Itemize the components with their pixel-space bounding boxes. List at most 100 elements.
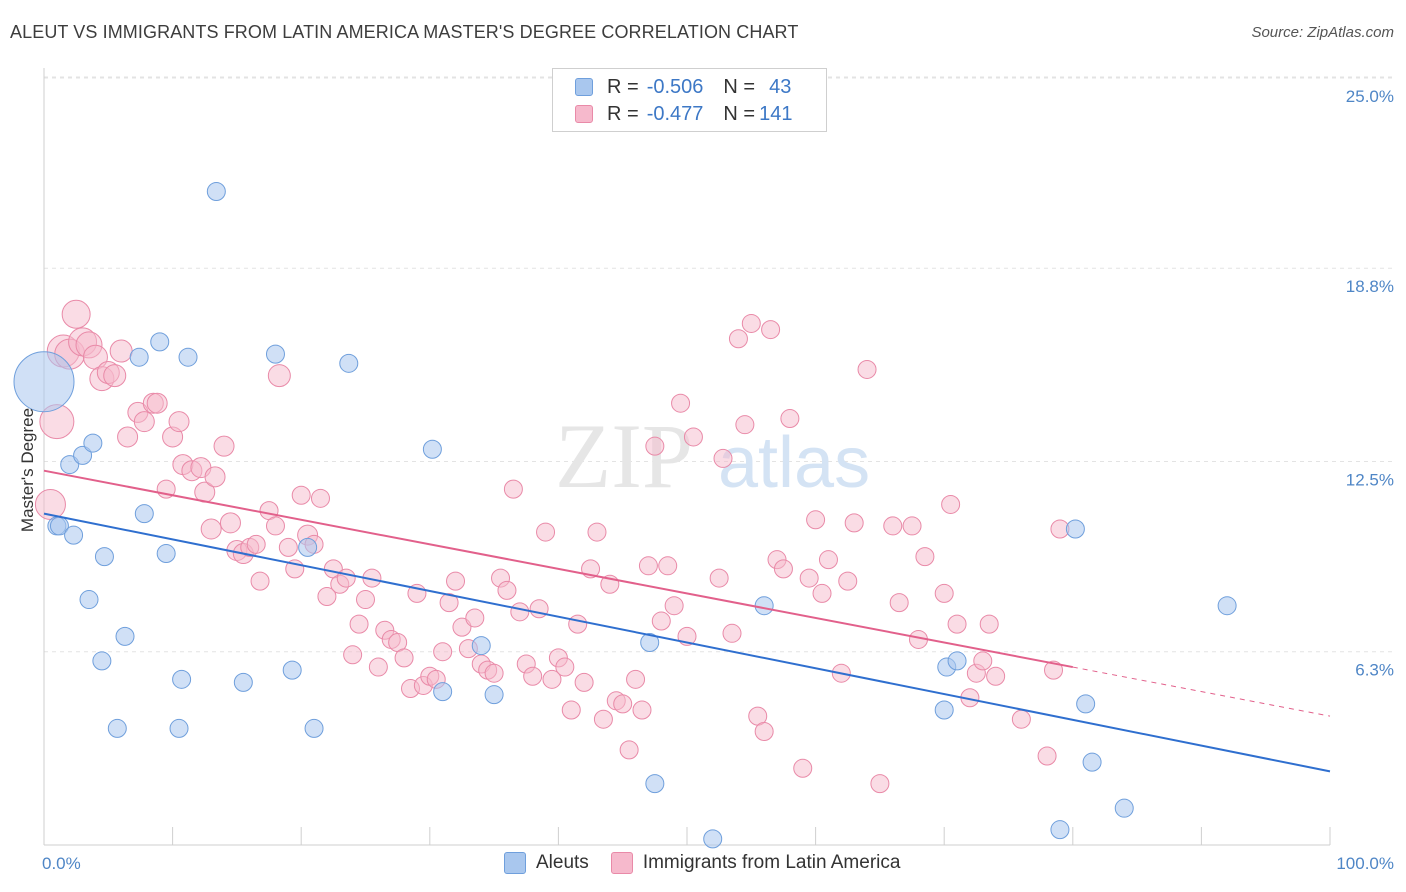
- aleut-point: [60, 455, 80, 475]
- legend-n-value: 43: [769, 75, 792, 98]
- latin-point: [818, 550, 838, 570]
- aleut-point: [339, 353, 359, 373]
- aleut-point: [83, 433, 103, 453]
- aleut-point: [304, 718, 324, 738]
- latin-point: [510, 602, 530, 622]
- latin-point: [728, 329, 748, 349]
- aleut-point: [94, 547, 114, 567]
- latin-point: [267, 364, 291, 388]
- latin-point: [979, 614, 999, 634]
- bottom-legend-label-aleut: Aleuts: [536, 852, 589, 873]
- latin-point: [754, 721, 774, 741]
- aleut-point: [754, 596, 774, 616]
- latin-point: [713, 448, 733, 468]
- aleut-point: [1082, 752, 1102, 772]
- aleut-point: [115, 626, 135, 646]
- y-axis-label: Master's Degree: [18, 408, 37, 532]
- latin-point: [465, 608, 485, 628]
- latin-point: [574, 672, 594, 692]
- latin-point: [986, 666, 1006, 686]
- latin-point: [947, 614, 967, 634]
- aleut-point: [92, 651, 112, 671]
- aleut-point: [129, 347, 149, 367]
- legend: R = -0.506 N = 43 R = -0.477 N = 141: [552, 68, 827, 132]
- latin-point: [503, 479, 523, 499]
- latin-point: [613, 694, 633, 714]
- bottom-legend-swatch-aleut: [504, 852, 526, 874]
- latin-point: [645, 436, 665, 456]
- aleut-point: [282, 660, 302, 680]
- aleut-point: [13, 351, 75, 413]
- latin-point: [780, 409, 800, 429]
- watermark-zip: ZIP: [555, 405, 693, 507]
- series-aleut-points: [13, 182, 1237, 849]
- aleut-point: [471, 636, 491, 656]
- latin-point: [587, 522, 607, 542]
- latin-trend-line: [43, 469, 1073, 669]
- aleut-point: [156, 544, 176, 564]
- latin-point: [619, 740, 639, 760]
- aleut-point: [934, 700, 954, 720]
- latin-point: [204, 466, 226, 488]
- y-tick-labels: 6.3% 12.5% 18.8% 25.0%: [1346, 87, 1394, 680]
- aleut-point: [169, 718, 189, 738]
- bottom-legend-aleut[interactable]: Aleuts: [504, 852, 589, 874]
- latin-point: [568, 614, 588, 634]
- latin-point: [109, 339, 133, 363]
- chart-title: ALEUT VS IMMIGRANTS FROM LATIN AMERICA M…: [10, 22, 799, 42]
- latin-point: [146, 392, 168, 414]
- latin-point: [246, 534, 266, 554]
- latin-point: [671, 393, 691, 413]
- latin-point: [394, 648, 414, 668]
- latin-point: [638, 556, 658, 576]
- aleut-point: [73, 445, 93, 465]
- latin-point: [497, 580, 517, 600]
- latin-point: [651, 611, 671, 631]
- watermark: ZIP atlas: [555, 405, 870, 507]
- series-latin-points: [34, 299, 1070, 794]
- aleut-point: [422, 439, 442, 459]
- latin-point: [133, 411, 155, 433]
- latin-point: [1011, 709, 1031, 729]
- latin-point: [117, 426, 139, 448]
- latin-point: [103, 364, 127, 388]
- axes: [43, 68, 1331, 846]
- y-tick-label-2: 18.8%: [1346, 277, 1394, 296]
- latin-point: [1044, 660, 1064, 680]
- legend-n-label: N =: [723, 102, 756, 125]
- aleut-point: [79, 590, 99, 610]
- latin-point: [200, 518, 222, 540]
- latin-point: [561, 700, 581, 720]
- latin-point: [735, 415, 755, 435]
- legend-row-latin: R = -0.477 N = 141: [575, 101, 792, 127]
- latin-point: [336, 568, 356, 588]
- latin-point: [934, 583, 954, 603]
- legend-row-aleut: R = -0.506 N = 43: [575, 74, 791, 100]
- aleut-point: [265, 344, 285, 364]
- legend-swatch-aleut: [575, 78, 593, 96]
- latin-point: [446, 571, 466, 591]
- x-tick-label-0: 0.0%: [42, 854, 81, 873]
- latin-point: [741, 313, 761, 333]
- aleut-point: [206, 182, 226, 202]
- latin-point: [219, 512, 241, 534]
- aleut-point: [134, 504, 154, 524]
- aleut-point: [107, 718, 127, 738]
- aleut-point: [703, 829, 723, 849]
- trend-lines: [43, 469, 1331, 773]
- bottom-legend-latin[interactable]: Immigrants from Latin America: [610, 852, 900, 874]
- aleut-point: [433, 682, 453, 702]
- aleut-point: [64, 525, 84, 545]
- latin-point: [542, 669, 562, 689]
- latin-point: [889, 593, 909, 613]
- legend-r-value: -0.477: [646, 102, 704, 125]
- latin-point: [793, 758, 813, 778]
- latin-point: [941, 494, 961, 514]
- latin-point: [593, 709, 613, 729]
- latin-point: [168, 411, 190, 433]
- latin-point: [844, 513, 864, 533]
- latin-point: [658, 556, 678, 576]
- latin-point: [857, 359, 877, 379]
- legend-r-value: -0.506: [646, 75, 704, 98]
